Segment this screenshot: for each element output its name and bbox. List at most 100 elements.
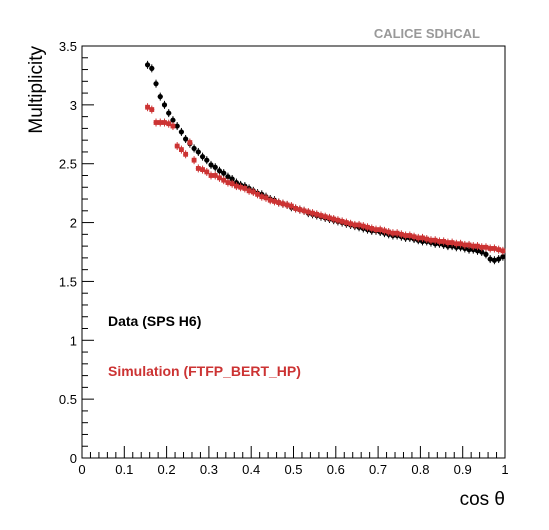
simulation-point [221, 177, 227, 183]
simulation-point [428, 237, 434, 243]
simulation-point [187, 140, 193, 145]
simulation-point [255, 191, 260, 197]
data-point [221, 170, 227, 176]
simulation-point [162, 120, 167, 125]
data-point [204, 157, 210, 163]
x-tick-label: 0.5 [284, 462, 302, 477]
x-axis-title: cos θ [460, 489, 505, 510]
data-point [153, 81, 159, 87]
simulation-point [310, 210, 315, 216]
simulation-point [475, 243, 480, 249]
simulation-point [204, 169, 210, 175]
simulation-point [195, 166, 201, 171]
y-tick-label: 3.5 [59, 39, 77, 54]
simulation-point [263, 195, 269, 201]
y-tick-label: 0 [70, 451, 77, 466]
data-point [225, 174, 231, 180]
simulation-point [382, 228, 387, 234]
simulation-point [420, 235, 425, 241]
data-point [500, 254, 506, 260]
simulation-point [496, 247, 502, 253]
simulation-point [166, 121, 172, 127]
y-tick-label: 1 [70, 333, 77, 348]
x-axis: 0 0.1 0.2 0.3 0.4 0.5 0.6 0.7 0.8 0.9 1 [78, 446, 509, 477]
simulation-point [470, 243, 476, 249]
simulation-point [149, 107, 155, 112]
data-point [174, 123, 180, 129]
y-axis-title: Multiplicity [26, 46, 47, 134]
simulation-point [157, 120, 163, 125]
simulation-point [369, 226, 375, 231]
x-tick-label: 0.8 [411, 462, 429, 477]
data-point [229, 176, 235, 182]
simulation-point [272, 198, 277, 204]
simulation-point [183, 151, 189, 157]
y-tick-label: 1.5 [59, 274, 77, 289]
simulation-point [466, 242, 472, 248]
simulation-point [212, 173, 218, 178]
series-simulation [145, 103, 506, 255]
data-point [466, 247, 472, 253]
simulation-point [200, 167, 205, 172]
simulation-point [373, 227, 379, 233]
simulation-point [445, 240, 451, 245]
simulation-point [390, 230, 396, 236]
simulation-point [500, 248, 506, 254]
simulation-point [331, 216, 337, 222]
simulation-point [403, 233, 408, 238]
series-layer [144, 60, 506, 265]
simulation-point [398, 231, 404, 237]
simulation-point [280, 201, 286, 207]
simulation-point [365, 224, 370, 230]
simulation-point [276, 200, 282, 205]
simulation-point [284, 202, 290, 208]
data-point [496, 256, 502, 262]
simulation-point [449, 240, 455, 245]
simulation-point [424, 236, 430, 242]
simulation-point [322, 214, 328, 220]
simulation-point [217, 175, 222, 181]
simulation-point [462, 242, 468, 248]
simulation-point [479, 244, 485, 250]
data-point [170, 117, 176, 123]
y-tick-label: 3 [70, 98, 77, 113]
y-tick-label: 2.5 [59, 157, 77, 172]
data-point [212, 164, 218, 170]
x-tick-label: 0.4 [242, 462, 260, 477]
simulation-point [318, 213, 324, 218]
simulation-point [352, 222, 358, 228]
x-tick-label: 0.3 [200, 462, 218, 477]
x-tick-label: 0.1 [115, 462, 133, 477]
simulation-point [297, 207, 303, 213]
data-point [208, 162, 214, 168]
data-point [479, 249, 485, 255]
simulation-point [437, 239, 442, 244]
simulation-point [314, 211, 320, 217]
simulation-point [441, 239, 447, 244]
simulation-point [259, 194, 265, 200]
data-point [157, 94, 163, 100]
data-point [487, 256, 493, 262]
x-tick-label: 0.7 [369, 462, 387, 477]
data-point [474, 248, 481, 254]
data-point [178, 129, 185, 135]
legend-entry-data: Data (SPS H6) [108, 313, 201, 329]
simulation-point [153, 120, 159, 125]
simulation-point [487, 246, 493, 251]
simulation-point [339, 218, 345, 224]
x-tick-label: 0 [78, 462, 85, 477]
simulation-point [293, 206, 299, 211]
simulation-point [360, 223, 366, 229]
simulation-point [233, 183, 239, 189]
simulation-point [301, 208, 307, 214]
simulation-point [174, 143, 180, 149]
simulation-point [453, 241, 459, 247]
simulation-point [191, 157, 197, 163]
simulation-point [356, 222, 362, 228]
simulation-point [246, 188, 252, 194]
data-point [161, 102, 168, 108]
x-tick-label: 0.2 [158, 462, 176, 477]
data-point [149, 65, 155, 71]
simulation-point [386, 229, 392, 235]
